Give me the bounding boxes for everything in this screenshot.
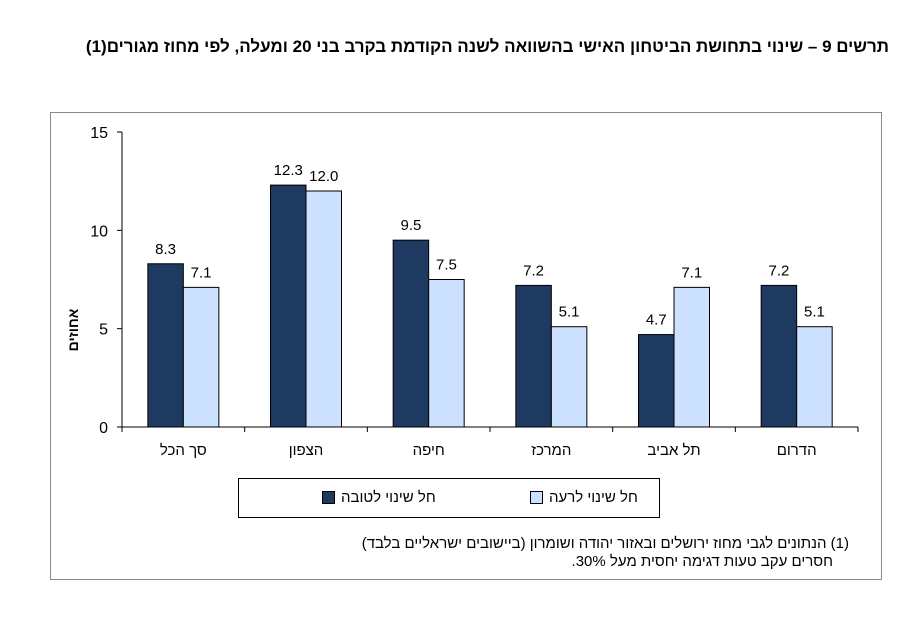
legend-item-worse: חל שינוי לרעה — [530, 489, 638, 506]
x-tick-label: סך הכל — [160, 442, 207, 459]
bar — [428, 279, 465, 428]
y-tick-label: 10 — [90, 223, 108, 240]
legend: חל שינוי לטובה חל שינוי לרעה — [238, 478, 660, 518]
data-label: 7.2 — [768, 262, 789, 279]
legend-swatch-better — [322, 491, 335, 504]
data-label: 7.1 — [681, 264, 702, 281]
legend-swatch-worse — [530, 491, 543, 504]
y-tick-label: 0 — [99, 420, 108, 437]
bar — [305, 190, 342, 428]
bar — [147, 263, 184, 428]
y-tick-label: 15 — [90, 125, 108, 142]
data-label: 9.5 — [400, 217, 421, 234]
bar — [182, 286, 220, 428]
footnote-line-2: חסרים עקב טעות דגימה יחסית מעל 30%. — [571, 553, 833, 570]
data-label: 8.3 — [155, 241, 176, 258]
bar — [760, 284, 798, 428]
bar — [550, 326, 588, 428]
x-tick-label: הדרום — [777, 442, 817, 459]
data-label: 5.1 — [559, 304, 580, 321]
chart-frame — [50, 112, 882, 580]
x-tick-label: תל אביב — [647, 442, 700, 459]
chart-title: תרשים 9 – שינוי בתחושת הביטחון האישי בהש… — [85, 37, 889, 56]
legend-item-better: חל שינוי לטובה — [322, 489, 436, 506]
bar — [515, 284, 552, 428]
x-tick-label: הצפון — [289, 442, 324, 459]
legend-label-worse: חל שינוי לרעה — [549, 489, 638, 506]
data-label: 12.0 — [309, 168, 338, 185]
data-label: 12.3 — [274, 162, 303, 179]
bar — [796, 326, 833, 428]
x-tick-label: חיפה — [413, 442, 445, 459]
bar — [638, 334, 675, 428]
y-tick-label: 5 — [99, 322, 108, 339]
footnote-line-1: (1) הנתונים לגבי מחוז ירושלים ובאזור יהו… — [361, 535, 849, 552]
x-tick-label: המרכז — [531, 442, 571, 459]
data-label: 4.7 — [646, 312, 667, 329]
legend-label-better: חל שינוי לטובה — [341, 489, 436, 506]
y-axis-label: אחוזים — [65, 308, 81, 351]
data-label: 7.5 — [436, 257, 457, 274]
data-label: 7.1 — [191, 264, 212, 281]
bar — [270, 184, 307, 428]
bar — [392, 239, 430, 428]
data-label: 7.2 — [523, 262, 544, 279]
bar — [673, 286, 710, 428]
data-label: 5.1 — [804, 304, 825, 321]
